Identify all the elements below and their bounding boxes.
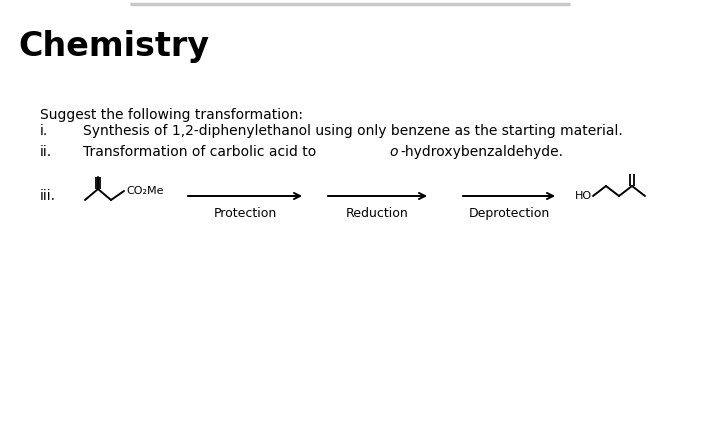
Text: Protection: Protection bbox=[213, 207, 276, 220]
Text: ii.: ii. bbox=[40, 145, 52, 159]
Text: Deprotection: Deprotection bbox=[469, 207, 549, 220]
Text: iii.: iii. bbox=[40, 189, 56, 203]
Text: Synthesis of 1,2-diphenylethanol using only benzene as the starting material.: Synthesis of 1,2-diphenylethanol using o… bbox=[83, 124, 623, 138]
Text: Transformation of carbolic acid to: Transformation of carbolic acid to bbox=[83, 145, 320, 159]
Text: -hydroxybenzaldehyde.: -hydroxybenzaldehyde. bbox=[400, 145, 564, 159]
Text: Chemistry: Chemistry bbox=[18, 30, 209, 63]
Text: CO₂Me: CO₂Me bbox=[126, 186, 163, 196]
Text: i.: i. bbox=[40, 124, 48, 138]
Text: HO: HO bbox=[575, 191, 592, 201]
Text: Reduction: Reduction bbox=[346, 207, 409, 220]
Text: Suggest the following transformation:: Suggest the following transformation: bbox=[40, 108, 303, 122]
Text: o: o bbox=[390, 145, 398, 159]
